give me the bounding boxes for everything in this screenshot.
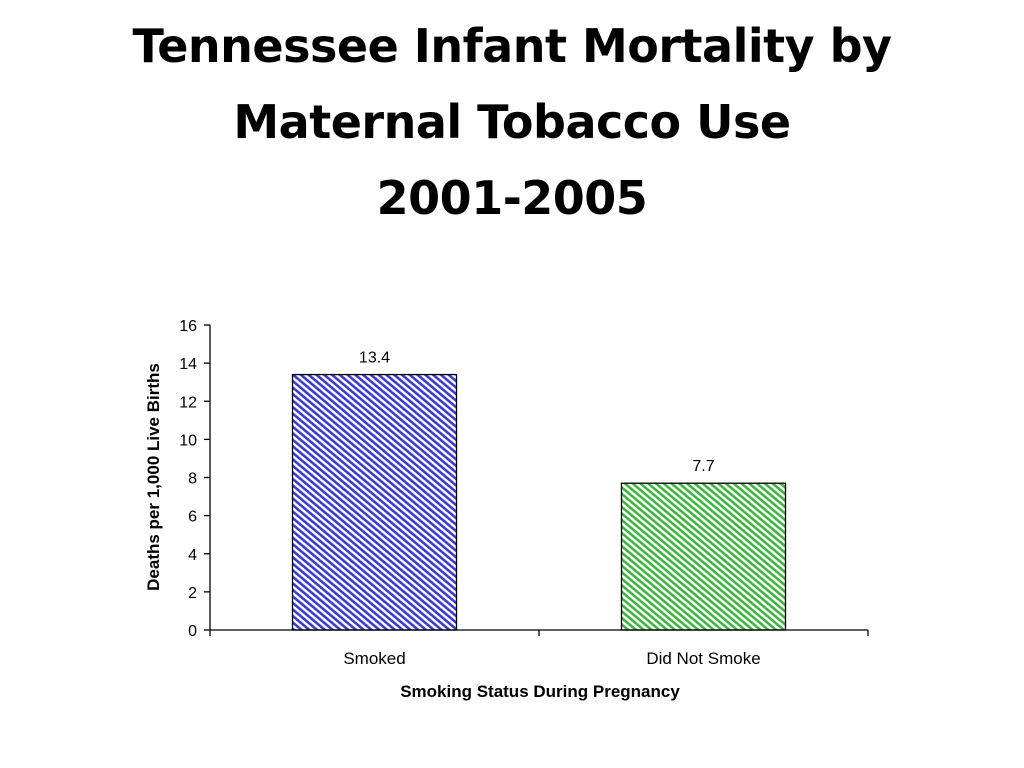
- y-tick-label-0: 0: [188, 623, 197, 640]
- y-tick-label-3: 6: [188, 509, 197, 526]
- y-tick-label-7: 14: [179, 356, 197, 373]
- slide-title: Tennessee Infant Mortality by Maternal T…: [0, 8, 1024, 236]
- y-tick-label-2: 4: [188, 547, 197, 564]
- category-label-1: Did Not Smoke: [646, 649, 760, 668]
- y-tick-label-4: 8: [188, 471, 197, 488]
- bar-1: [620, 482, 787, 631]
- y-tick-label-1: 2: [188, 585, 197, 602]
- title-line-1: Tennessee Infant Mortality by: [132, 19, 892, 73]
- bars-layer: [291, 373, 787, 631]
- category-label-0: Smoked: [343, 649, 405, 668]
- y-tick-label-5: 10: [179, 432, 197, 449]
- title-line-3: 2001-2005: [376, 171, 648, 225]
- y-tick-label-6: 12: [179, 394, 197, 411]
- x-axis-title: Smoking Status During Pregnancy: [400, 682, 680, 701]
- title-line-2: Maternal Tobacco Use: [233, 95, 791, 149]
- labels-layer: 13.4 Smoked 7.7 Did Not Smoke: [343, 350, 760, 668]
- bar-0: [291, 373, 458, 631]
- y-axis-title: Deaths per 1,000 Live Births: [144, 363, 163, 591]
- data-label-0: 13.4: [359, 350, 390, 367]
- axes-layer: 0 2 4 6 8 10 12 14 16: [179, 318, 869, 640]
- data-label-1: 7.7: [692, 458, 714, 475]
- y-tick-label-8: 16: [179, 318, 197, 335]
